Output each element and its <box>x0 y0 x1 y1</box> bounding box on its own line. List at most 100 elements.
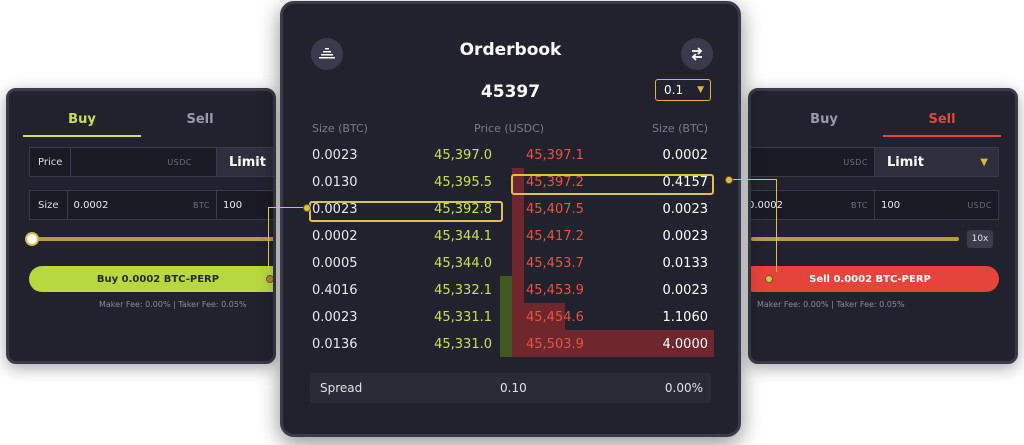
callout-dot <box>266 275 273 283</box>
bid-price: 45,397.0 <box>434 148 492 163</box>
orderbook-row[interactable]: 0.0136 45,331.0 45,503.9 4.0000 <box>283 333 738 360</box>
leverage-slider[interactable] <box>31 237 273 241</box>
usdc-amount-field[interactable]: 100 <box>216 190 273 220</box>
leverage-badge[interactable]: 10x <box>967 230 993 248</box>
usdc-amount-field[interactable]: 100 USDC <box>874 190 999 220</box>
ask-size: 1.1060 <box>662 310 709 325</box>
price-label: Price <box>30 148 72 176</box>
ask-depth-bar <box>524 303 565 330</box>
ask-size: 4.0000 <box>662 337 709 352</box>
order-type-value: Limit <box>229 154 266 170</box>
orderbook-row[interactable]: 0.0130 45,395.5 45,397.2 0.4157 <box>283 171 738 198</box>
highlighted-ask-row <box>511 174 714 195</box>
bid-size: 0.0023 <box>312 310 358 325</box>
ask-depth-bar <box>524 330 714 357</box>
ask-price: 45,453.9 <box>526 283 584 298</box>
fee-info: Maker Fee: 0.00% | Taker Fee: 0.05% <box>757 300 905 309</box>
orderbook-title: Orderbook <box>459 40 562 60</box>
usdc-amount-value: 100 <box>881 199 901 211</box>
spread-percent: 0.00% <box>664 381 703 395</box>
orderbook-row[interactable]: 0.0023 45,392.8 45,407.5 0.0023 <box>283 198 738 225</box>
bid-price: 45,331.0 <box>434 337 492 352</box>
orderbook-panel: Orderbook 45397 0.1 ▼ Size (BTC) Price (… <box>280 1 741 437</box>
orderbook-row[interactable]: 0.0023 45,331.1 45,454.6 1.1060 <box>283 306 738 333</box>
bid-price: 45,344.0 <box>434 256 492 271</box>
tab-buy[interactable]: Buy <box>23 105 141 137</box>
size-field[interactable]: Size 0.0002 BTC <box>29 190 217 220</box>
size-unit: BTC <box>851 200 868 210</box>
bid-size: 0.0130 <box>312 175 358 190</box>
bid-size-header: Size (BTC) <box>312 122 368 135</box>
buy-button-label: Buy 0.0002 BTC-PERP <box>96 273 220 285</box>
size-value: 0.0002 <box>73 199 109 211</box>
spread-label: Spread <box>320 381 363 395</box>
ask-depth-bar <box>512 168 524 357</box>
bid-price: 45,332.1 <box>434 283 492 298</box>
callout-dot <box>303 204 311 212</box>
fee-info: Maker Fee: 0.00% | Taker Fee: 0.05% <box>99 300 247 309</box>
ask-size: 0.0133 <box>662 256 709 271</box>
orderbook-row[interactable]: 0.0023 45,397.0 45,397.1 0.0002 <box>283 144 738 171</box>
usdc-amount-unit: USDC <box>967 200 992 210</box>
bid-price: 45,392.8 <box>434 202 492 217</box>
usdc-amount-value: 100 <box>223 199 243 211</box>
order-side-tabs: Buy Sell <box>23 105 259 137</box>
bid-size: 0.0023 <box>312 148 358 163</box>
size-unit: BTC <box>193 200 210 210</box>
spread-bar: Spread 0.10 0.00% <box>310 373 711 403</box>
orderbook-row[interactable]: 0.4016 45,332.1 45,453.9 0.0023 <box>283 279 738 306</box>
highlighted-bid-row <box>309 201 503 222</box>
ask-size: 0.0023 <box>662 283 709 298</box>
ask-price: 45,397.1 <box>526 148 584 163</box>
mid-price: 45397 <box>480 82 541 102</box>
sell-order-panel: Buy Sell USDC Limit ▼ 0.0002 BTC 100 USD… <box>748 88 1018 364</box>
ask-price: 45,407.5 <box>526 202 584 217</box>
ask-size: 0.0023 <box>662 229 709 244</box>
tick-size-value: 0.1 <box>664 83 684 97</box>
size-value: 0.0002 <box>748 199 783 211</box>
bid-price: 45,344.1 <box>434 229 492 244</box>
tab-sell[interactable]: Sell <box>186 112 214 127</box>
ask-price: 45,453.7 <box>526 256 584 271</box>
sell-button-label: Sell 0.0002 BTC-PERP <box>809 273 931 285</box>
ask-price: 45,454.6 <box>526 310 584 325</box>
spread-value: 0.10 <box>500 381 527 395</box>
chevron-down-icon: ▼ <box>980 156 988 168</box>
ask-size: 0.0023 <box>662 202 709 217</box>
swap-arrows-icon[interactable] <box>681 38 713 70</box>
tab-buy[interactable]: Buy <box>810 112 838 127</box>
tab-sell[interactable]: Sell <box>883 105 1001 137</box>
ask-price: 45,397.2 <box>526 175 584 190</box>
price-header: Price (USDC) <box>474 122 545 135</box>
order-type-value: Limit <box>887 154 924 170</box>
ask-price: 45,503.9 <box>526 337 584 352</box>
callout-connector-ask <box>730 179 777 272</box>
orderbook-row[interactable]: 0.0002 45,344.1 45,417.2 0.0023 <box>283 225 738 252</box>
size-field[interactable]: 0.0002 BTC <box>748 190 875 220</box>
bid-size: 0.4016 <box>312 283 358 298</box>
order-type-select[interactable]: Limit <box>216 147 273 177</box>
buy-order-panel: Buy Sell Price USDC Limit Size 0.0002 BT… <box>6 88 276 364</box>
bid-size: 0.0002 <box>312 229 358 244</box>
bid-price: 45,395.5 <box>434 175 492 190</box>
order-side-tabs: Buy Sell <box>765 105 1001 137</box>
buy-button[interactable]: Buy 0.0002 BTC-PERP <box>29 266 273 292</box>
price-unit: USDC <box>843 157 868 167</box>
leverage-slider-handle[interactable] <box>25 232 39 246</box>
price-unit: USDC <box>167 157 192 167</box>
bid-size: 0.0136 <box>312 337 358 352</box>
leverage-slider[interactable] <box>751 237 959 241</box>
order-type-select[interactable]: Limit ▼ <box>874 147 999 177</box>
callout-dot <box>725 176 733 184</box>
tick-size-select[interactable]: 0.1 ▼ <box>655 79 711 101</box>
sell-button[interactable]: Sell 0.0002 BTC-PERP <box>751 266 999 292</box>
bid-size: 0.0005 <box>312 256 358 271</box>
callout-connector-bid <box>268 207 309 272</box>
ask-price: 45,417.2 <box>526 229 584 244</box>
ask-size: 0.4157 <box>662 175 709 190</box>
orderbook-row[interactable]: 0.0005 45,344.0 45,453.7 0.0133 <box>283 252 738 279</box>
callout-dot <box>765 275 773 283</box>
price-field[interactable]: USDC <box>751 147 875 177</box>
bid-depth-bar <box>500 276 512 357</box>
stacked-layers-icon[interactable] <box>311 38 343 70</box>
